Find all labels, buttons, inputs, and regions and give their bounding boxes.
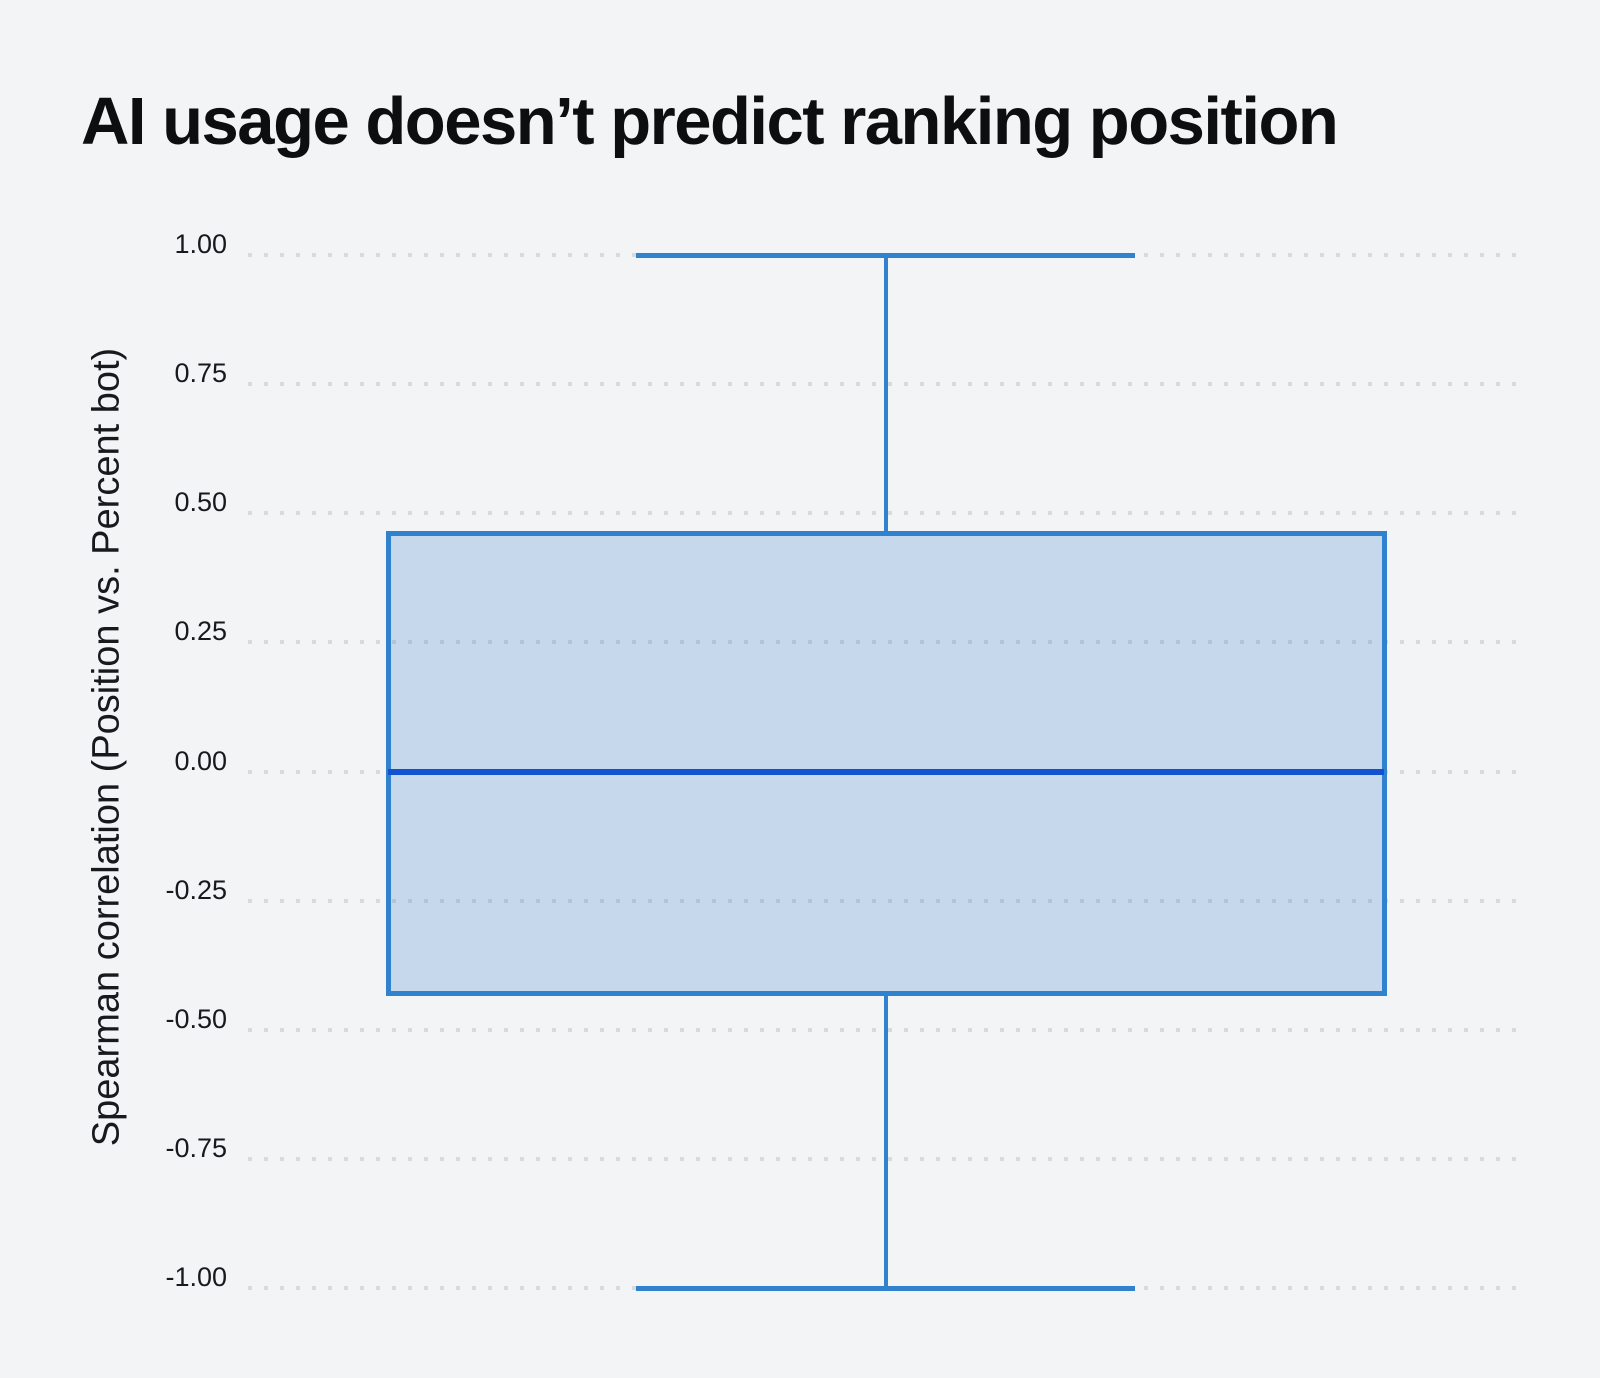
gridline bbox=[248, 898, 1520, 903]
y-tick-label: 0.50 bbox=[174, 487, 227, 518]
y-tick-label: 0.00 bbox=[174, 745, 227, 776]
y-tick-label: -0.50 bbox=[165, 1003, 227, 1034]
y-tick-label: -0.75 bbox=[165, 1132, 227, 1163]
y-tick-label: 1.00 bbox=[174, 229, 227, 259]
median-line bbox=[388, 768, 1384, 775]
upper-whisker-cap bbox=[636, 252, 1135, 258]
y-tick-label: -0.25 bbox=[165, 874, 227, 905]
y-tick-label: 0.75 bbox=[174, 358, 227, 389]
y-tick-label: 0.25 bbox=[174, 616, 227, 647]
upper-whisker-line bbox=[884, 255, 888, 534]
chart-title: AI usage doesn’t predict ranking positio… bbox=[81, 84, 1339, 159]
lower-whisker-cap bbox=[636, 1285, 1135, 1291]
lower-whisker-line bbox=[884, 993, 888, 1288]
y-tick-label: -1.00 bbox=[165, 1262, 227, 1292]
interquartile-box bbox=[385, 531, 1387, 997]
gridline bbox=[248, 640, 1520, 645]
